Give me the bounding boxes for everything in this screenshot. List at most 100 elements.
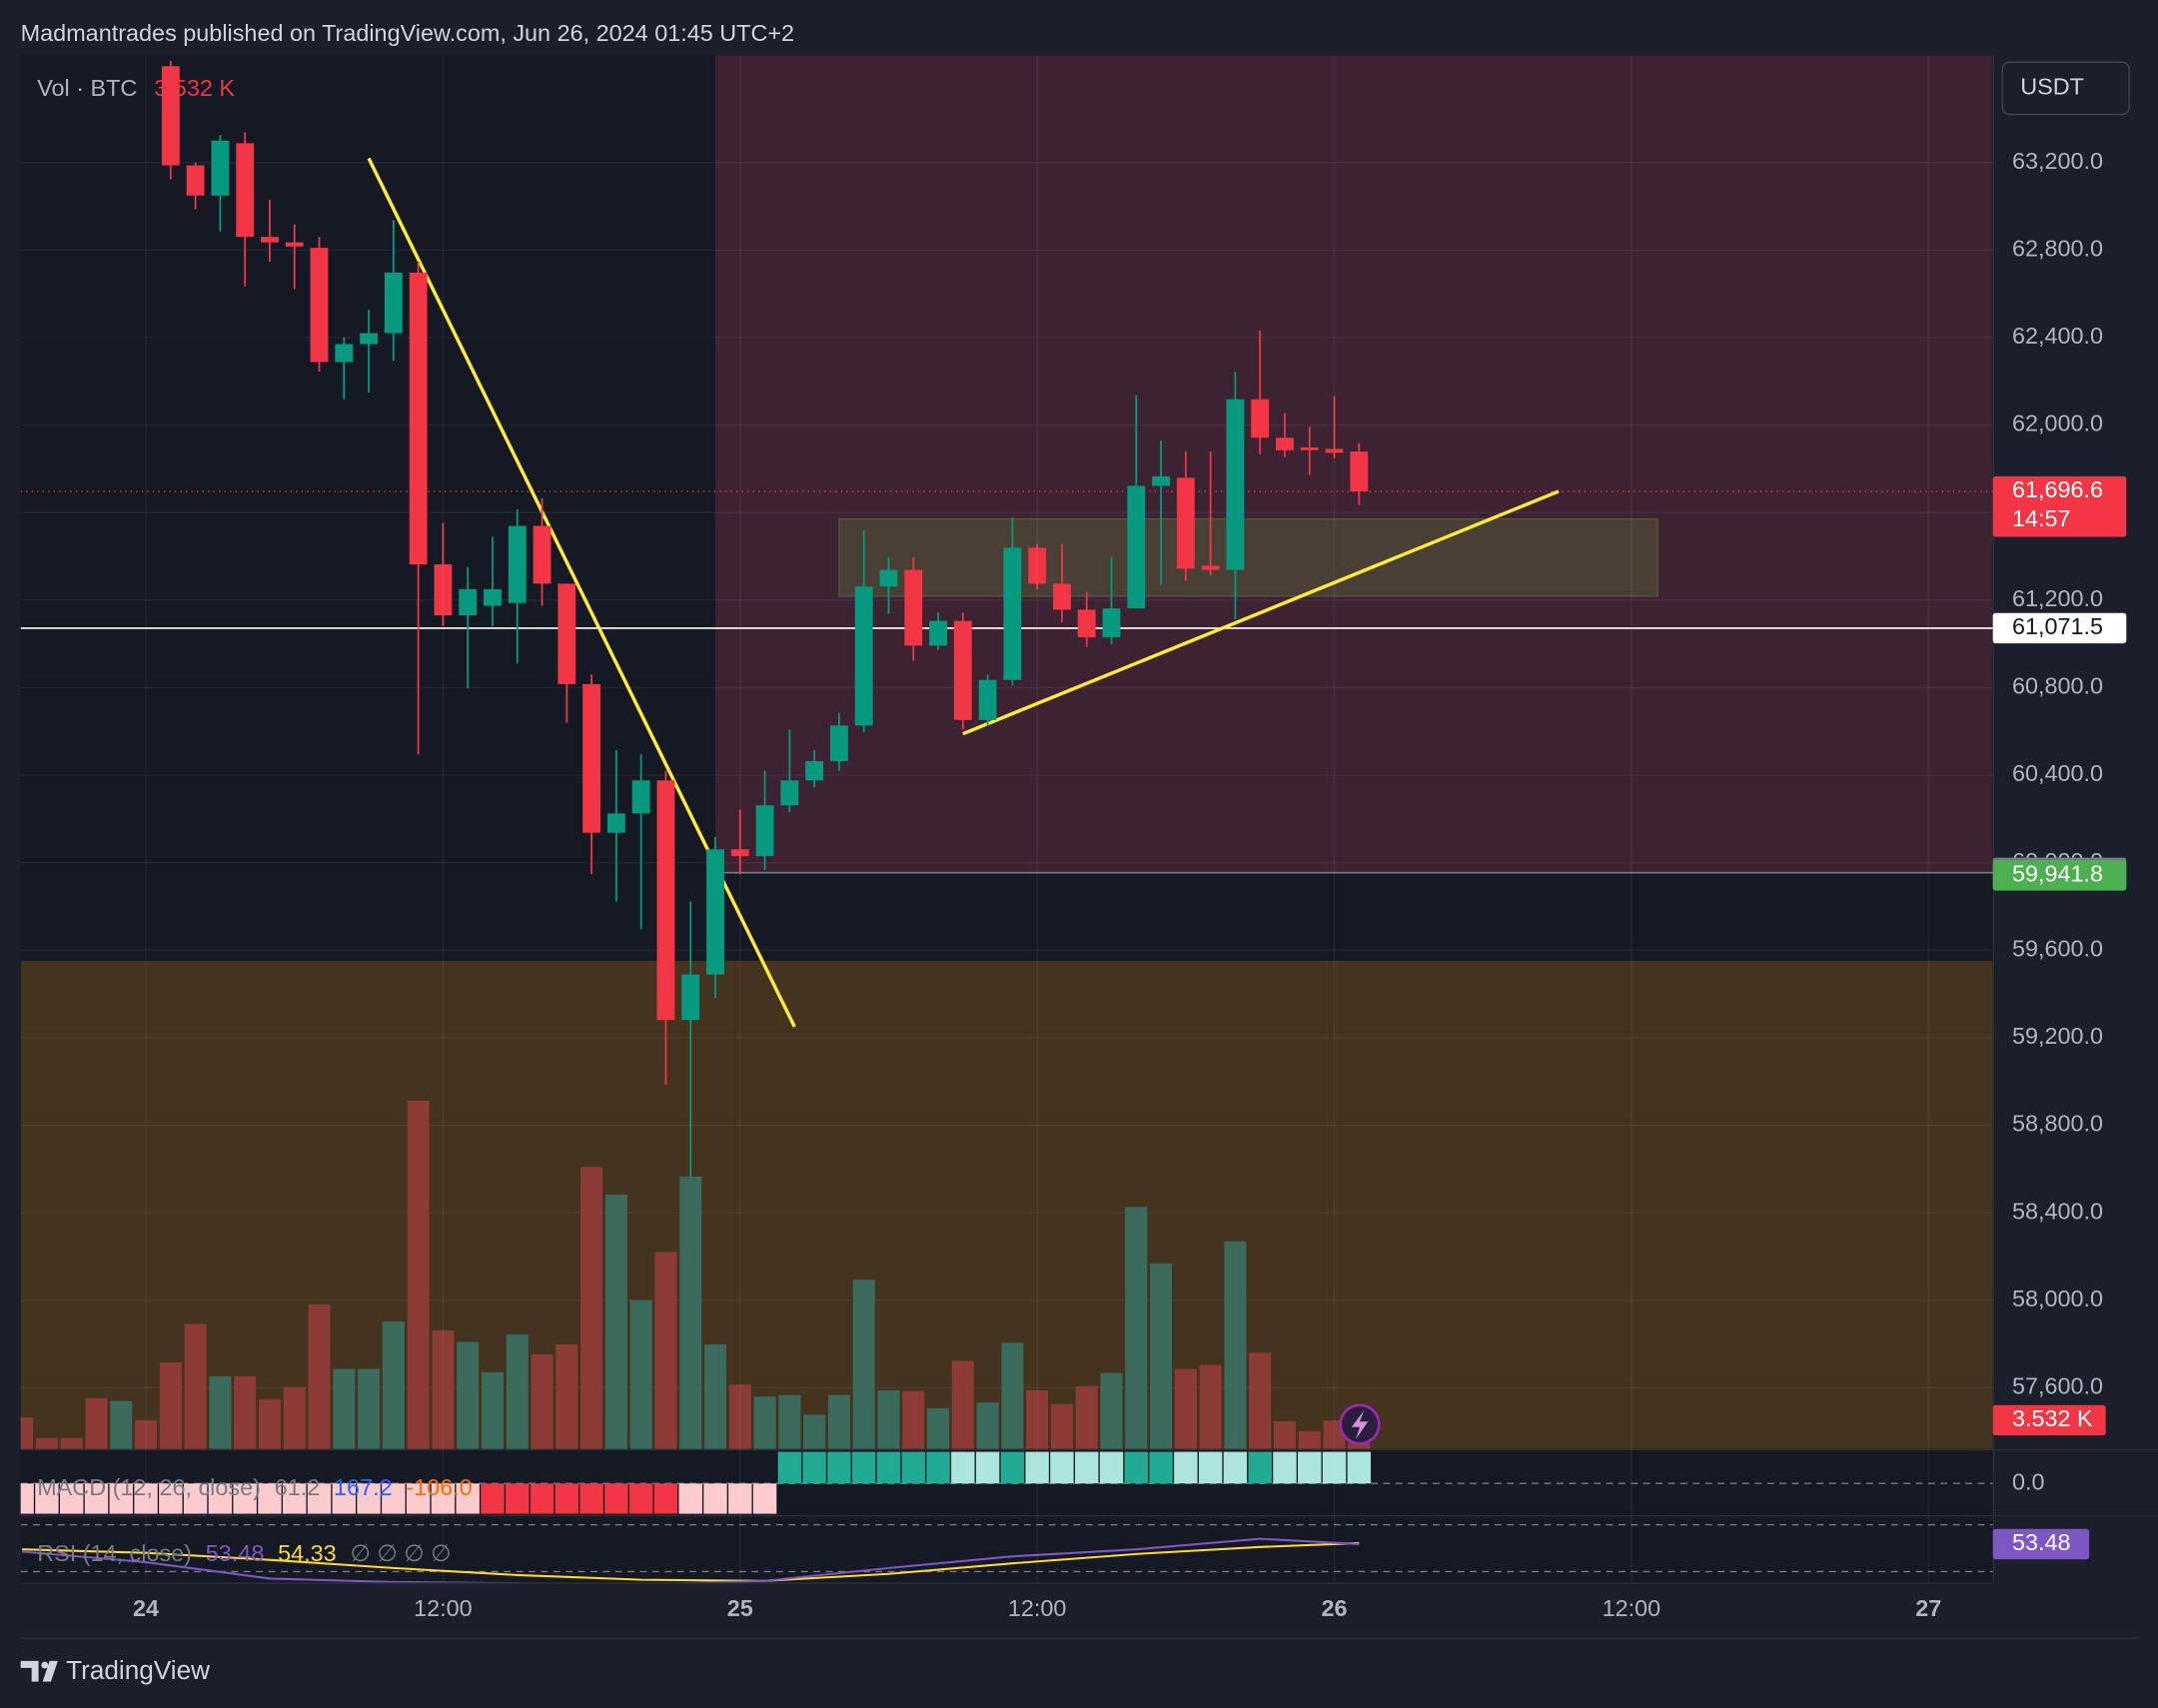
candle-body: [1102, 608, 1121, 638]
rsi-tag: [1992, 1528, 2090, 1560]
macd-cell: [1273, 1451, 1297, 1484]
volume-bar: [333, 1368, 356, 1449]
macd-legend-value: -106.0: [406, 1474, 472, 1500]
candle-body: [1127, 485, 1146, 609]
candle-body: [557, 583, 576, 684]
trendline: [962, 489, 1560, 736]
volume-bar: [555, 1343, 578, 1449]
volume-legend-value: 3.532 K: [154, 75, 235, 101]
macd-legend: MACD (12, 26, close): [37, 1474, 261, 1500]
volume-bar: [1001, 1342, 1024, 1449]
volume-bar: [679, 1177, 702, 1449]
price-tag-label: 59,941.8: [2012, 861, 2103, 887]
currency-button[interactable]: [2001, 61, 2130, 116]
macd-cell: [456, 1483, 480, 1514]
price-pane: [20, 55, 1993, 1449]
price-tag-label: 61,696.6: [2012, 476, 2103, 502]
candle-body: [780, 780, 799, 806]
candle-body: [1077, 609, 1096, 638]
candle-body: [186, 165, 205, 196]
candle-body: [360, 333, 379, 345]
candle-body: [730, 849, 749, 857]
candle-body: [681, 974, 700, 1021]
volume-bar: [60, 1437, 83, 1449]
macd-cell: [431, 1483, 456, 1514]
volume-bar: [827, 1394, 850, 1449]
volume-legend: Vol · BTC: [37, 75, 137, 101]
y-tick-label: 62,800.0: [2012, 235, 2103, 261]
macd-cell: [35, 1483, 59, 1514]
volume-bar: [1100, 1372, 1123, 1449]
price-tag: [1992, 860, 2127, 891]
footer-brand: TradingView: [66, 1655, 210, 1685]
macd-pane: [20, 1451, 1993, 1514]
volume-bar: [110, 1400, 133, 1449]
x-tick-label: 12:00: [1603, 1595, 1661, 1621]
macd-cell: [406, 1483, 431, 1514]
volume-bar: [927, 1407, 950, 1449]
volume-bar: [283, 1386, 306, 1449]
macd-cell: [481, 1483, 505, 1514]
candle-body: [459, 588, 478, 616]
macd-cell: [827, 1451, 851, 1484]
volume-bar: [35, 1437, 58, 1449]
macd-cell: [1025, 1451, 1049, 1484]
volume-bar: [604, 1195, 627, 1449]
rsi-line: [22, 1537, 1360, 1583]
macd-legend-value: 167.2: [334, 1474, 393, 1500]
macd-cell: [208, 1483, 233, 1514]
volume-bar: [951, 1360, 974, 1449]
candle-body: [805, 761, 824, 781]
candle-body: [953, 620, 972, 720]
tradingview-logo: [20, 1660, 58, 1682]
volume-bar: [1026, 1389, 1049, 1449]
volume-bar: [778, 1394, 801, 1449]
candle-body: [335, 344, 354, 363]
volume-bar: [457, 1341, 480, 1449]
candle-body: [384, 272, 403, 334]
y-tick-label: 58,800.0: [2012, 1111, 2103, 1137]
volume-bar: [382, 1321, 405, 1449]
y-tick-label: 59,200.0: [2012, 1023, 2103, 1049]
macd-cell: [703, 1483, 727, 1514]
x-tick-label: 25: [727, 1595, 753, 1621]
volume-bar: [258, 1398, 281, 1449]
candle-body: [978, 679, 997, 720]
price-tag: [1992, 475, 2127, 537]
candle-body: [582, 683, 601, 833]
macd-cell: [901, 1451, 925, 1484]
candle-body: [1176, 477, 1195, 569]
macd-cell: [1000, 1451, 1025, 1484]
macd-cell: [283, 1483, 307, 1514]
rsi-tag-label: 53.48: [2012, 1529, 2071, 1555]
candle-body: [904, 569, 923, 646]
axes: 63,200.062,800.062,400.062,000.061,600.0…: [37, 55, 2127, 1621]
zone: [838, 517, 1658, 597]
candle-body: [533, 525, 551, 584]
macd-cell: [1149, 1451, 1173, 1484]
y-tick-label: 62,000.0: [2012, 411, 2103, 436]
volume-bar: [1174, 1368, 1197, 1449]
volume-bar: [531, 1353, 553, 1449]
macd-cell: [926, 1451, 950, 1484]
macd-cell: [109, 1483, 133, 1514]
candle-body: [484, 588, 502, 606]
y-tick-label: 63,200.0: [2012, 148, 2103, 174]
candle-body: [508, 525, 527, 603]
macd-cell: [876, 1451, 901, 1484]
macd-cell: [777, 1451, 802, 1484]
candle-body: [434, 564, 453, 616]
rsi-legend-value: 53.48: [206, 1540, 265, 1566]
x-tick-label: 24: [133, 1595, 159, 1621]
rsi-legend-value: 54.33: [278, 1540, 337, 1566]
y-tick-label: 57,600.0: [2012, 1373, 2103, 1399]
x-tick-label: 26: [1322, 1595, 1348, 1621]
logo-dot: [41, 1661, 49, 1669]
volume-bar: [580, 1167, 603, 1449]
x-tick-label: 27: [1915, 1595, 1941, 1621]
logo-v: [42, 1660, 58, 1682]
candle-body: [706, 849, 724, 975]
candle-body: [236, 143, 255, 238]
